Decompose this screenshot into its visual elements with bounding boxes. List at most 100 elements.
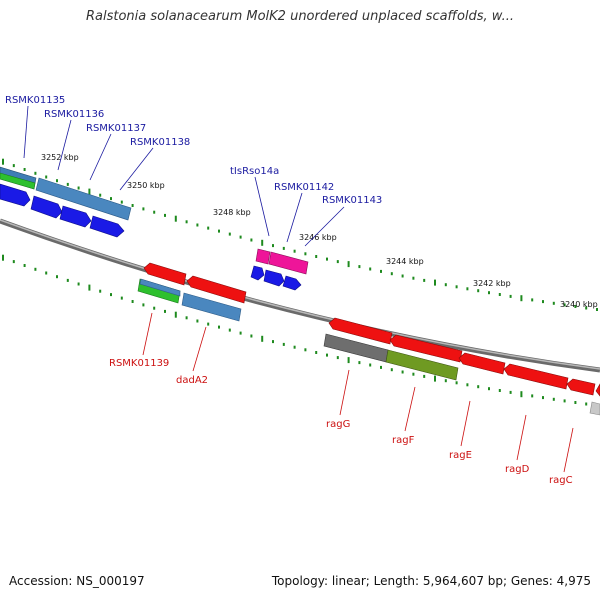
minor-tick <box>390 368 393 372</box>
gene-red-arrow-b[interactable] <box>186 275 247 304</box>
minor-tick <box>45 271 48 275</box>
gene-blue-arrow-5[interactable] <box>263 269 285 287</box>
minor-tick <box>304 348 307 352</box>
top-leader-lines <box>23 105 345 247</box>
minor-tick <box>250 334 253 338</box>
gene-red-arrow-c[interactable] <box>328 317 393 345</box>
minor-tick <box>574 305 577 308</box>
label-rsmk01136[interactable]: RSMK01136 <box>44 109 104 120</box>
minor-tick <box>596 308 598 311</box>
minor-tick <box>585 306 588 310</box>
label-rsmk01137[interactable]: RSMK01137 <box>86 123 146 134</box>
minor-tick <box>66 182 69 186</box>
lower-genes[interactable] <box>137 262 600 416</box>
label-tlsrso14a[interactable]: tIsRso14a <box>230 166 279 177</box>
gene-ragf-olive[interactable] <box>385 349 459 381</box>
gene-rsmk01135-green[interactable] <box>0 172 36 190</box>
gene-blue-arrow-2[interactable] <box>30 195 63 219</box>
minor-tick <box>444 283 447 287</box>
major-tick <box>2 158 4 165</box>
label-ragf[interactable]: ragF <box>392 435 415 446</box>
minor-tick <box>531 394 534 398</box>
minor-tick <box>509 294 512 298</box>
major-tick <box>261 335 264 342</box>
gene-red-arrow-a[interactable] <box>143 262 187 286</box>
gene-blue-arrow-3[interactable] <box>59 205 92 228</box>
gene-red-arrow-e[interactable] <box>458 352 506 375</box>
major-tick <box>88 188 91 195</box>
minor-tick <box>142 207 145 211</box>
gene-blue-arrow-4[interactable] <box>89 215 125 238</box>
minor-tick <box>131 204 134 207</box>
gene-tlsrso14a[interactable] <box>255 248 271 265</box>
minor-tick <box>498 389 501 392</box>
label-ragc[interactable]: ragC <box>549 475 573 486</box>
minor-tick <box>56 179 58 183</box>
scale-label-3242: 3242 kbp <box>473 279 511 288</box>
minor-tick <box>110 293 112 297</box>
minor-tick <box>315 255 318 258</box>
label-rsmk01135[interactable]: RSMK01135 <box>5 95 65 106</box>
minor-tick <box>272 340 274 344</box>
minor-tick <box>99 289 102 293</box>
major-tick <box>347 261 350 268</box>
gene-rsmk01143[interactable] <box>250 265 265 281</box>
minor-tick <box>282 342 285 346</box>
gene-rsmk01139-top[interactable] <box>139 278 181 297</box>
gene-red-arrow-f[interactable] <box>503 363 569 390</box>
minor-tick <box>12 164 15 168</box>
label-rsmk01142[interactable]: RSMK01142 <box>274 182 334 193</box>
minor-tick <box>336 260 339 264</box>
minor-tick <box>488 291 490 295</box>
minor-tick <box>196 319 199 323</box>
chromosome-axis-highlight <box>0 219 600 370</box>
scale-label-3252: 3252 kbp <box>41 153 79 162</box>
minor-tick <box>455 285 458 289</box>
gene-blue-arrow-6[interactable] <box>282 275 302 291</box>
minor-tick <box>477 289 480 293</box>
minor-tick <box>142 303 145 307</box>
label-rage[interactable]: ragE <box>449 450 472 461</box>
minor-tick <box>218 325 220 329</box>
gene-lightgray[interactable] <box>589 401 600 416</box>
gene-red-arrow-h[interactable] <box>595 383 600 397</box>
accession-text: Accession: NS_000197 <box>9 574 145 588</box>
label-rsmk01139[interactable]: RSMK01139 <box>109 358 169 369</box>
minor-tick <box>336 356 339 360</box>
scale-label-3248: 3248 kbp <box>213 208 251 217</box>
minor-tick <box>272 244 274 248</box>
minor-tick <box>185 316 188 320</box>
gene-blue-arrow-1[interactable] <box>0 183 31 207</box>
map-title: Ralstonia solanacearum MolK2 unordered u… <box>85 9 514 24</box>
major-tick <box>261 239 264 246</box>
major-tick <box>174 311 177 318</box>
gene-red-arrow-d[interactable] <box>389 334 463 363</box>
label-dada2[interactable]: dadA2 <box>176 375 208 386</box>
label-ragg[interactable]: ragG <box>326 419 350 430</box>
major-tick <box>174 215 177 222</box>
label-rsmk01143[interactable]: RSMK01143 <box>322 195 382 206</box>
label-ragd[interactable]: ragD <box>505 464 530 475</box>
label-rsmk01138[interactable]: RSMK01138 <box>130 137 190 148</box>
gene-rsmk01142[interactable] <box>268 251 309 275</box>
minor-tick <box>423 374 426 378</box>
minor-tick <box>23 168 26 171</box>
gene-red-arrow-g[interactable] <box>566 378 596 396</box>
minor-tick <box>326 353 328 357</box>
minor-tick <box>12 260 15 264</box>
gene-rsmk01136[interactable] <box>35 177 132 221</box>
minor-tick <box>185 220 188 224</box>
minor-tick <box>304 252 307 256</box>
minor-tick <box>369 267 372 271</box>
minor-tick <box>164 213 166 217</box>
upper-genes[interactable] <box>0 166 309 291</box>
gene-dada2[interactable] <box>181 292 242 322</box>
minor-tick <box>120 296 123 300</box>
minor-tick <box>455 381 458 385</box>
minor-tick <box>401 274 404 278</box>
minor-tick <box>239 235 242 239</box>
summary-text: Topology: linear; Length: 5,964,607 bp; … <box>271 574 591 588</box>
major-tick <box>2 254 4 261</box>
minor-tick <box>196 223 199 227</box>
